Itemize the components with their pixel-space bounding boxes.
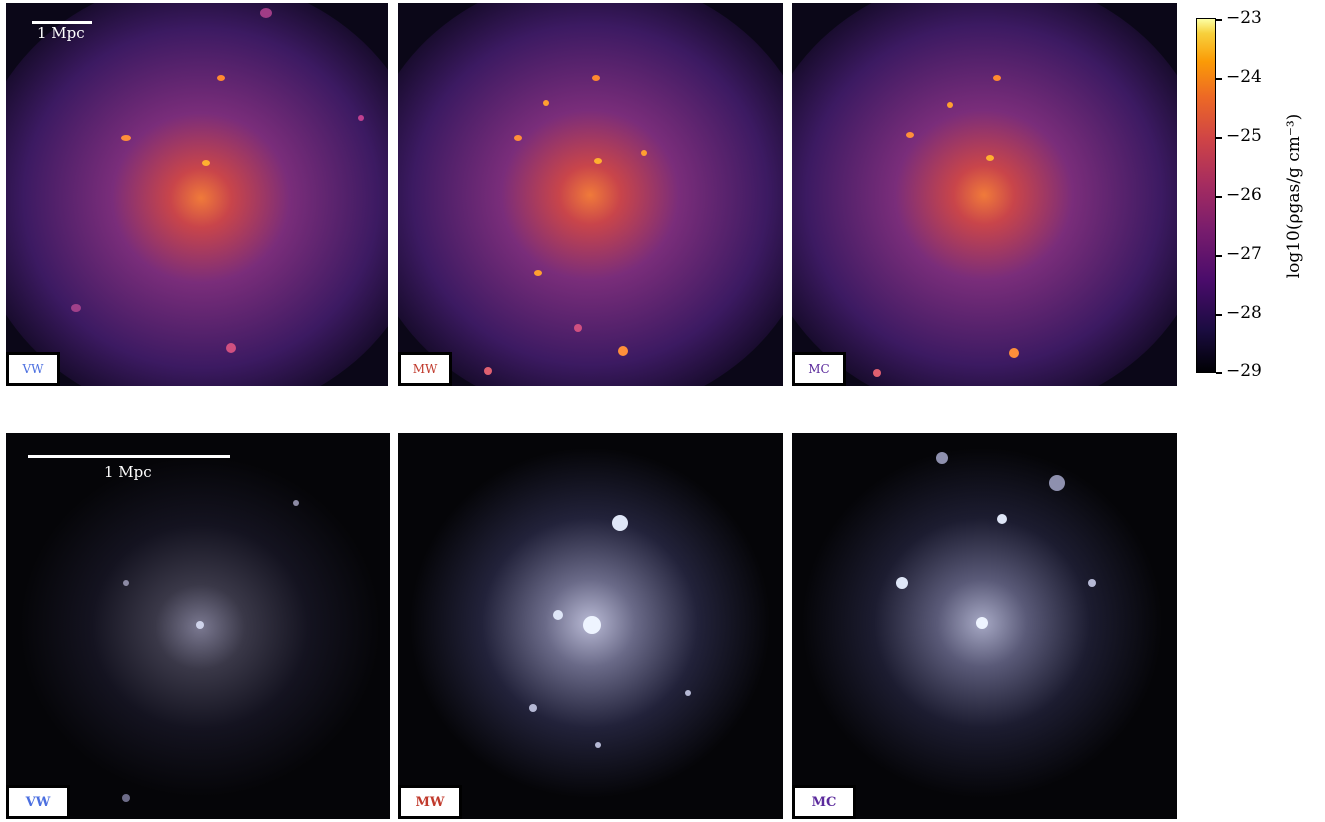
stellar-image-mw [398, 433, 783, 819]
colorbar-tick [1216, 137, 1222, 139]
colorbar [1196, 18, 1216, 373]
colorbar-tick [1216, 255, 1222, 257]
gas-density-panel-mc: MC [792, 3, 1177, 386]
run-label-mw: MW [398, 352, 452, 386]
run-label-vw: VW [6, 352, 60, 386]
colorbar-tick [1216, 19, 1222, 21]
colorbar-tick-label: −29 [1226, 361, 1262, 381]
run-label-vw: VW [6, 785, 70, 819]
stellar-panel-vw: 1 Mpc VW [6, 433, 390, 819]
gas-density-image-mc [792, 3, 1177, 386]
stellar-image-vw [6, 433, 390, 819]
colorbar-tick [1216, 314, 1222, 316]
colorbar-tick-label: −24 [1226, 67, 1262, 87]
stellar-panel-mw: MW [398, 433, 783, 819]
run-label-mc: MC [792, 785, 856, 819]
colorbar-tick [1216, 196, 1222, 198]
colorbar-tick-label: −28 [1226, 303, 1262, 323]
run-label-mw: MW [398, 785, 462, 819]
colorbar-label: log10(ρgas/g cm⁻³) [1284, 113, 1304, 279]
gas-density-image-mw [398, 3, 783, 386]
colorbar-tick-label: −27 [1226, 244, 1262, 264]
colorbar-tick [1216, 78, 1222, 80]
gas-density-image-vw [6, 3, 388, 386]
stellar-image-mc [792, 433, 1177, 819]
colorbar-tick [1216, 372, 1222, 374]
stellar-panel-mc: MC [792, 433, 1177, 819]
colorbar-tick-label: −25 [1226, 126, 1262, 146]
scale-bar-label: 1 Mpc [104, 463, 152, 481]
scale-bar [28, 455, 230, 458]
colorbar-tick-label: −26 [1226, 185, 1262, 205]
gas-density-panel-mw: MW [398, 3, 783, 386]
gas-density-panel-vw: 1 Mpc VW [6, 3, 388, 386]
scale-bar [32, 21, 92, 24]
run-label-mc: MC [792, 352, 846, 386]
colorbar-tick-label: −23 [1226, 8, 1262, 28]
scale-bar-label: 1 Mpc [37, 24, 85, 42]
